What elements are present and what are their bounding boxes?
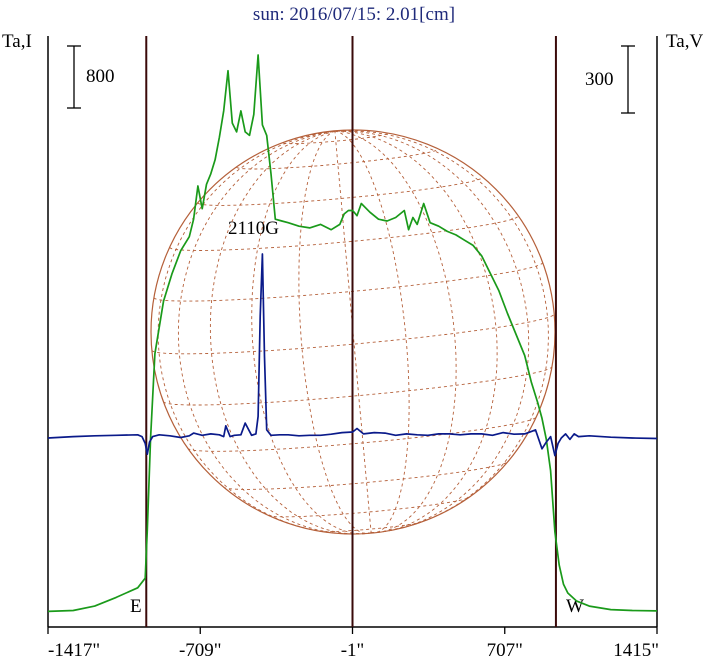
- blue-series-line: [47, 253, 658, 457]
- longitude-line: [334, 130, 549, 534]
- latitude-line: [162, 366, 553, 406]
- latitude-line: [236, 148, 439, 170]
- latitude-line: [151, 313, 555, 355]
- longitude-line: [334, 130, 457, 534]
- longitude-line: [251, 130, 372, 535]
- longitude-line: [157, 130, 372, 535]
- left-axis-label: Ta,I: [2, 31, 32, 52]
- longitude-line: [298, 130, 372, 534]
- left-scale-label: 800: [86, 66, 115, 87]
- longitude-line: [177, 130, 372, 535]
- x-tick-label: -1": [341, 640, 365, 661]
- east-limb-label: E: [130, 596, 142, 617]
- series-layer: [47, 54, 658, 613]
- plot-frame: [47, 36, 658, 628]
- right-axis-label: Ta,V: [666, 31, 704, 52]
- chart-title: sun: 2016/07/15: 2.01[cm]: [252, 4, 456, 25]
- region-annotation: 2110G: [228, 218, 280, 239]
- longitude-line: [334, 130, 530, 534]
- x-tick-label: 1415": [613, 640, 659, 661]
- right-scale-label: 300: [585, 69, 614, 90]
- x-axis: -1417" -709" -1" 707" 1415": [47, 627, 659, 661]
- latitude-line: [318, 520, 423, 533]
- latitude-line: [223, 460, 509, 490]
- longitude-line: [334, 130, 498, 534]
- x-tick-label: -1417": [48, 640, 100, 661]
- longitude-line: [334, 130, 410, 534]
- x-tick-label: 707": [487, 640, 523, 661]
- longitude-line: [209, 130, 372, 535]
- x-tick-label: -709": [179, 640, 222, 661]
- latitude-line: [197, 177, 483, 206]
- green-series-line: [47, 54, 658, 613]
